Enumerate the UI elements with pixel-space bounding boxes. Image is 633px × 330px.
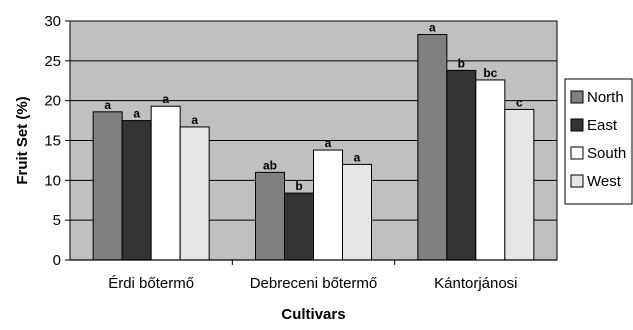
y-tick-label: 10 xyxy=(44,172,61,189)
x-tick-labels: Érdi bőtermő Debreceni bőtermő Kántorjános… xyxy=(108,260,518,292)
y-tick-label: 30 xyxy=(44,13,61,30)
legend-swatch xyxy=(570,146,584,160)
legend-entry: West xyxy=(587,173,622,190)
bar-significance-label: a xyxy=(162,92,169,106)
bar-east xyxy=(284,192,314,261)
bar-significance-label: a xyxy=(133,107,140,121)
legend-swatch xyxy=(570,174,584,188)
x-tick-label: Érdi bőtermő xyxy=(108,275,194,292)
x-axis-title: Cultivars xyxy=(281,306,345,323)
bar-south xyxy=(475,79,506,261)
bar-north xyxy=(255,171,285,261)
legend-swatch xyxy=(570,118,584,132)
bar-significance-label: b xyxy=(295,179,302,193)
bars xyxy=(92,34,535,261)
legend: North East South West xyxy=(564,78,633,205)
bar-significance-label: a xyxy=(354,150,361,164)
y-tick-label: 25 xyxy=(44,53,61,70)
bar-significance-label: c xyxy=(516,95,523,109)
bar-west xyxy=(504,108,535,261)
bar-north xyxy=(417,34,448,261)
y-tick-label: 5 xyxy=(53,212,61,229)
y-ticks: 0 5 10 15 20 25 30 xyxy=(44,13,70,269)
x-tick-label: Kántorjánosi xyxy=(434,275,517,292)
y-axis-title: Fruit Set (%) xyxy=(14,96,31,184)
legend-entry: North xyxy=(587,89,624,106)
legend-swatch xyxy=(570,90,584,104)
bar-east xyxy=(121,120,152,261)
y-tick-label: 20 xyxy=(44,93,61,110)
legend-entry: South xyxy=(587,145,626,162)
x-tick-label: Debreceni bőtermő xyxy=(250,275,378,292)
bar-west xyxy=(179,126,210,261)
y-tick-label: 0 xyxy=(53,252,61,269)
bar-south xyxy=(150,105,181,261)
bar-significance-label: bc xyxy=(483,66,497,80)
bar-significance-label: a xyxy=(429,21,436,35)
bar-south xyxy=(313,149,343,261)
bar-significance-label: b xyxy=(458,56,465,70)
y-tick-label: 15 xyxy=(44,133,61,150)
bar-significance-label: a xyxy=(104,98,111,112)
bar-significance-label: a xyxy=(191,113,198,127)
bar-north xyxy=(92,111,123,261)
legend-entry: East xyxy=(587,117,618,134)
bar-significance-label: a xyxy=(325,136,332,150)
bar-west xyxy=(342,163,372,261)
bar-significance-label: ab xyxy=(263,158,277,172)
bar-east xyxy=(446,69,477,261)
